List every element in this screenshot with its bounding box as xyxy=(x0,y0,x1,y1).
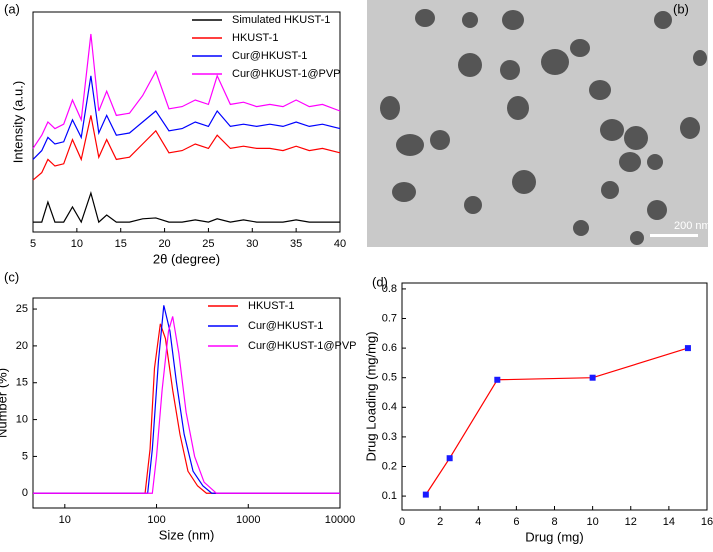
panel-label: (a) xyxy=(4,1,20,16)
x-tick-label: 20 xyxy=(158,238,170,250)
legend-label: Cur@HKUST-1@PVP xyxy=(248,340,357,352)
legend-label: Cur@HKUST-1@PVP xyxy=(232,68,341,80)
x-tick-label: 8 xyxy=(551,516,557,528)
y-axis-label: Drug Loading (mg/mg) xyxy=(363,331,378,461)
data-point xyxy=(494,376,501,383)
x-tick-label: 1000 xyxy=(236,514,260,526)
legend-label: HKUST-1 xyxy=(248,300,294,312)
series-line xyxy=(32,75,341,160)
legend-label: Simulated HKUST-1 xyxy=(232,14,330,26)
y-tick-label: 10 xyxy=(16,413,28,425)
legend-label: Cur@HKUST-1 xyxy=(248,320,323,332)
y-tick-label: 0.3 xyxy=(382,431,397,443)
y-tick-label: 5 xyxy=(22,450,28,462)
x-tick-label: 10000 xyxy=(325,514,356,526)
y-tick-label: 0.1 xyxy=(382,490,397,502)
y-tick-label: 0.5 xyxy=(382,372,397,384)
y-tick-label: 0 xyxy=(22,487,28,499)
y-axis-label: Intensity (a.u.) xyxy=(10,81,25,163)
plot-frame xyxy=(32,297,341,509)
scale-bar-label: 200 nm xyxy=(674,220,711,232)
legend-label: HKUST-1 xyxy=(232,32,278,44)
x-tick-label: 40 xyxy=(334,238,346,250)
data-point xyxy=(684,345,691,352)
particles xyxy=(380,9,707,245)
y-tick-label: 0.4 xyxy=(382,401,397,413)
panel-label: (b) xyxy=(673,1,689,16)
y-tick-label: 15 xyxy=(16,377,28,389)
y-tick-label: 0.6 xyxy=(382,342,397,354)
plot-frame xyxy=(401,282,708,511)
x-axis-label: 2θ (degree) xyxy=(153,251,220,266)
x-tick-label: 15 xyxy=(115,238,127,250)
x-tick-label: 10 xyxy=(71,238,83,250)
panel-label: (c) xyxy=(4,269,19,284)
series-line xyxy=(32,33,341,149)
x-tick-label: 30 xyxy=(246,238,258,250)
x-tick-label: 5 xyxy=(30,238,36,250)
x-tick-label: 10 xyxy=(587,516,599,528)
data-point xyxy=(446,455,453,462)
plot-frame xyxy=(32,11,341,233)
scale-bar xyxy=(650,234,698,237)
data-point xyxy=(422,491,429,498)
x-tick-label: 100 xyxy=(147,514,165,526)
data-line xyxy=(425,347,689,495)
y-tick-label: 0.7 xyxy=(382,312,397,324)
series-line xyxy=(33,190,340,224)
x-axis-label: Size (nm) xyxy=(159,527,215,542)
series-line xyxy=(33,316,340,494)
y-tick-label: 25 xyxy=(16,303,28,315)
panel-label: (d) xyxy=(372,274,388,289)
y-tick-label: 20 xyxy=(16,340,28,352)
x-tick-label: 16 xyxy=(701,516,713,528)
y-tick-label: 0.2 xyxy=(382,460,397,472)
x-tick-label: 14 xyxy=(663,516,675,528)
series-line xyxy=(32,115,341,181)
x-tick-label: 2 xyxy=(437,516,443,528)
legend-label: Cur@HKUST-1 xyxy=(232,50,307,62)
x-tick-label: 25 xyxy=(202,238,214,250)
x-tick-label: 10 xyxy=(59,514,71,526)
y-tick-label: 0.8 xyxy=(382,283,397,295)
x-tick-label: 0 xyxy=(399,516,405,528)
series-line xyxy=(33,323,340,494)
series-line xyxy=(33,305,340,494)
x-axis-label: Drug (mg) xyxy=(525,529,584,544)
x-tick-label: 6 xyxy=(513,516,519,528)
tem-image xyxy=(367,0,708,247)
x-tick-label: 35 xyxy=(290,238,302,250)
x-tick-label: 12 xyxy=(625,516,637,528)
x-tick-label: 4 xyxy=(475,516,481,528)
y-axis-label: Number (%) xyxy=(0,368,9,438)
data-point xyxy=(589,374,596,381)
